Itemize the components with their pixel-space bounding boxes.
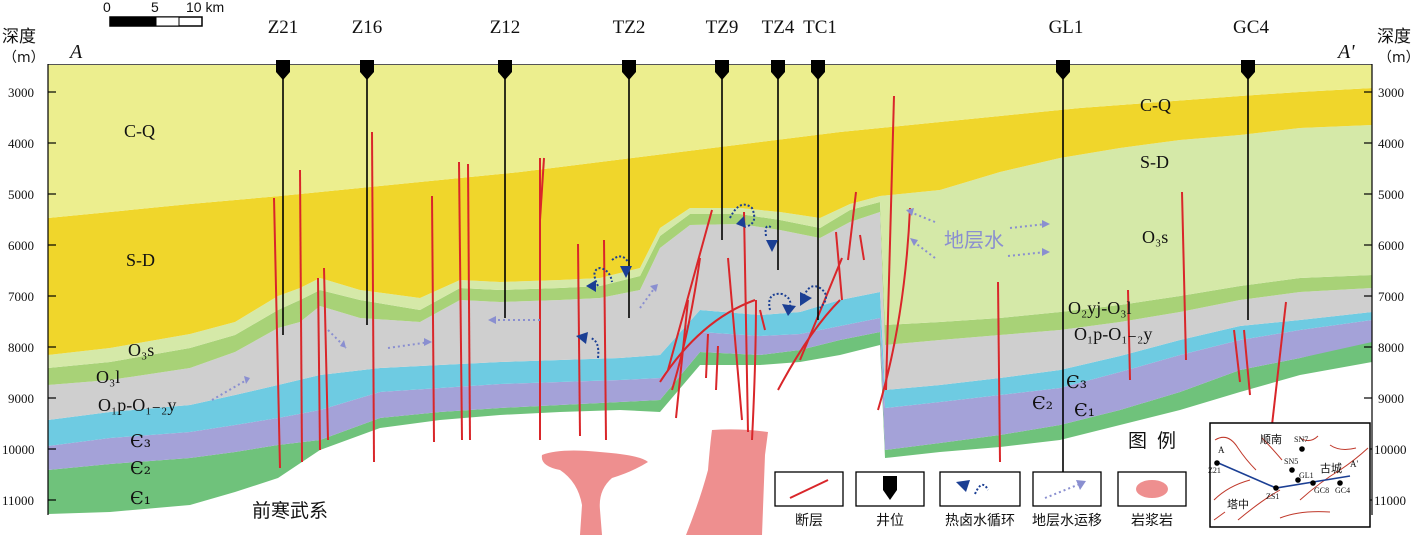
unit-label-c2-left: Є₂ bbox=[130, 460, 151, 478]
unit-label-cq-right: C-Q bbox=[1140, 96, 1171, 114]
unit-label-cq-left: C-Q bbox=[124, 122, 155, 140]
depth-label: 7000 bbox=[1378, 290, 1404, 303]
well-label-tc1: TC1 bbox=[803, 18, 837, 37]
inset-label-shunnan: 顺南 bbox=[1260, 434, 1282, 445]
inset-well-sn7: SN7 bbox=[1294, 436, 1308, 444]
well-label-z21: Z21 bbox=[268, 18, 299, 37]
legend-title: 图 例 bbox=[1128, 432, 1178, 451]
depth-label: 3000 bbox=[1378, 86, 1404, 99]
magma-body-left bbox=[542, 451, 648, 535]
magma-bodies bbox=[542, 429, 768, 535]
unit-label-precambrian: 前寒武系 bbox=[252, 502, 328, 521]
well-label-tz4: TZ4 bbox=[762, 18, 795, 37]
unit-label-c2-right: Є₂ bbox=[1032, 395, 1053, 413]
section-start-label: A bbox=[70, 42, 82, 62]
geological-cross-section bbox=[0, 0, 1420, 535]
unit-label-c1-left: Є₁ bbox=[130, 490, 151, 508]
depth-axis-title-left: 深度 bbox=[2, 29, 36, 46]
depth-label: 6000 bbox=[8, 239, 34, 252]
depth-axis-title-right: 深度 bbox=[1377, 29, 1411, 46]
inset-well-gc4: GC4 bbox=[1335, 487, 1350, 495]
inset-map bbox=[1210, 423, 1370, 527]
section-end-label: A' bbox=[1338, 42, 1355, 62]
depth-label: 4000 bbox=[1378, 137, 1404, 150]
inset-well-sn5: SN5 bbox=[1284, 458, 1298, 466]
unit-label-c3-right: Є₃ bbox=[1066, 374, 1087, 392]
unit-label-o1p-right: O₁p-O₁₋₂y bbox=[1074, 325, 1152, 343]
depth-label: 5000 bbox=[1378, 188, 1404, 201]
depth-label: 5000 bbox=[8, 188, 34, 201]
legend-label-well: 井位 bbox=[876, 514, 904, 528]
scale-tick-0: 0 bbox=[103, 0, 111, 14]
scale-bar bbox=[110, 17, 202, 26]
well-label-z12: Z12 bbox=[490, 18, 521, 37]
scale-tick-5: 5 bbox=[151, 0, 159, 14]
unit-label-o3l-left: O₃l bbox=[96, 368, 120, 386]
inset-well-gc8: GC8 bbox=[1314, 487, 1329, 495]
unit-label-o1p-left: O₁p-O₁₋₂y bbox=[98, 396, 176, 414]
depth-label: 11000 bbox=[2, 494, 34, 507]
well-label-z16: Z16 bbox=[352, 18, 383, 37]
depth-axis-unit-left: （m） bbox=[3, 51, 45, 65]
unit-label-c3-left: Є₃ bbox=[130, 433, 151, 451]
unit-label-c1-right: Є₁ bbox=[1074, 402, 1095, 420]
unit-label-o2yj-right: O₂yj-O₃l bbox=[1068, 299, 1132, 317]
depth-label: 10000 bbox=[1374, 443, 1407, 456]
legend-label-fault: 断层 bbox=[795, 514, 823, 528]
depth-label: 11000 bbox=[1374, 494, 1406, 507]
legend-label-hydrothermal: 热卤水循环 bbox=[945, 514, 1015, 528]
depth-label: 7000 bbox=[8, 290, 34, 303]
well-label-tz2: TZ2 bbox=[613, 18, 646, 37]
scale-tick-10km: 10 km bbox=[186, 0, 224, 14]
depth-axis-unit-right: （m） bbox=[1378, 51, 1420, 65]
legend-label-water-migration: 地层水运移 bbox=[1032, 514, 1102, 528]
inset-well-z21: Z21 bbox=[1208, 467, 1221, 475]
inset-line-start: A bbox=[1218, 446, 1225, 455]
inset-line-end: A' bbox=[1350, 460, 1358, 469]
legend-symbols bbox=[775, 472, 1186, 506]
well-label-tz9: TZ9 bbox=[706, 18, 739, 37]
legend-label-magma: 岩浆岩 bbox=[1131, 514, 1173, 528]
depth-label: 8000 bbox=[1378, 341, 1404, 354]
well-label-gc4: GC4 bbox=[1233, 18, 1269, 37]
depth-label: 10000 bbox=[2, 443, 35, 456]
unit-label-o3s-left: O₃s bbox=[128, 341, 154, 359]
inset-well-gl1: GL1 bbox=[1299, 472, 1314, 480]
inset-well-zs1: ZS1 bbox=[1266, 493, 1279, 501]
unit-label-sd-right: S-D bbox=[1140, 153, 1169, 171]
inset-label-tazhong: 塔中 bbox=[1227, 499, 1249, 510]
depth-label: 9000 bbox=[1378, 392, 1404, 405]
magma-body-right bbox=[686, 429, 768, 535]
inset-label-gucheng: 古城 bbox=[1320, 463, 1342, 474]
depth-label: 8000 bbox=[8, 341, 34, 354]
depth-label: 4000 bbox=[8, 137, 34, 150]
depth-label: 3000 bbox=[8, 86, 34, 99]
unit-label-o3s-right: O₃s bbox=[1142, 228, 1168, 246]
formation-water-label: 地层水 bbox=[944, 230, 1004, 250]
depth-label: 6000 bbox=[1378, 239, 1404, 252]
unit-label-sd-left: S-D bbox=[126, 251, 155, 269]
depth-label: 9000 bbox=[8, 392, 34, 405]
well-label-gl1: GL1 bbox=[1049, 18, 1084, 37]
